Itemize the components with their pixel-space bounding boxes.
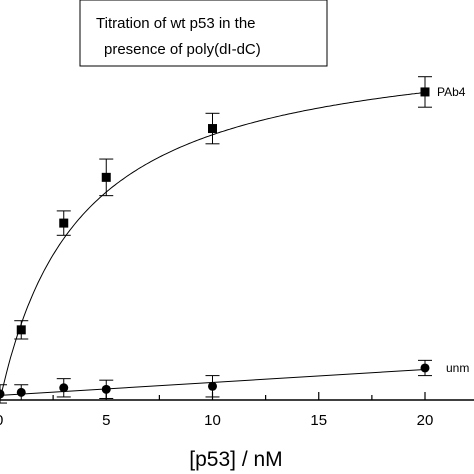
title-line-2: presence of poly(dI-dC)	[104, 41, 261, 58]
unm-point	[208, 381, 217, 391]
x-axis-label: [p53] / nM	[189, 448, 282, 471]
title-box-border	[79, 0, 328, 67]
series-label-unm: unm	[446, 361, 469, 375]
pab4-point	[208, 124, 217, 134]
pab4-point	[59, 218, 69, 228]
x-tick-label: 10	[204, 412, 221, 429]
series-label-pab4: PAb4	[437, 85, 466, 99]
unm-point	[59, 383, 69, 393]
x-tick-label: 20	[417, 412, 434, 429]
pab4-point	[420, 87, 430, 97]
unm-point	[0, 389, 5, 399]
x-tick-label: 5	[102, 412, 110, 429]
title-box: Titration of wt p53 in the presence of p…	[79, 0, 328, 67]
pab4-point	[16, 325, 26, 335]
unm-point	[420, 363, 430, 373]
title-line-1: Titration of wt p53 in the	[96, 15, 256, 32]
unm-point	[101, 384, 111, 394]
x-tick-label: 15	[310, 412, 327, 429]
plot-area: 5 10 15 20 0 PAb4 unm	[0, 76, 474, 429]
unm-point	[16, 387, 26, 397]
pab4-point	[101, 172, 111, 182]
x-tick-label: 0	[0, 412, 3, 429]
